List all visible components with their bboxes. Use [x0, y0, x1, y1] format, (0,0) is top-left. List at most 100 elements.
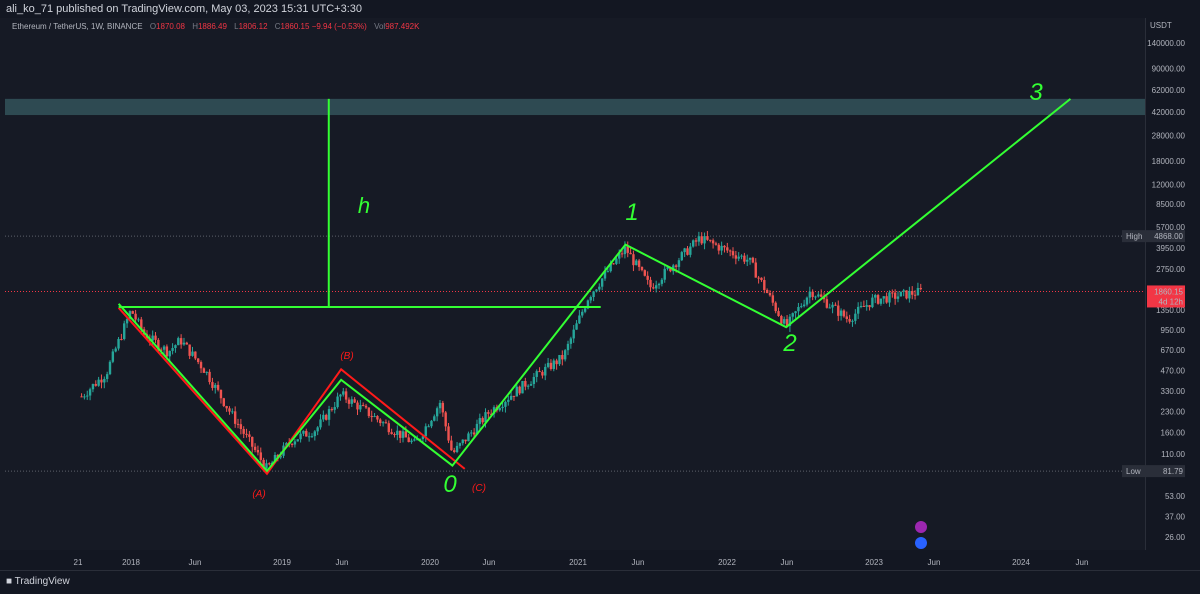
candle-body [666, 267, 669, 269]
candle-body [691, 240, 695, 247]
candle-body [629, 252, 632, 255]
candle-body [475, 423, 479, 435]
candle-body [760, 277, 763, 281]
price-tick: 330.00 [1161, 387, 1186, 396]
candle-body [709, 239, 712, 241]
candle-body [797, 306, 800, 312]
candle-body [316, 427, 319, 432]
candle-body [430, 420, 433, 427]
candle-body [88, 389, 92, 396]
tradingview-logo[interactable]: ■ TradingView [6, 576, 70, 587]
price-scale[interactable] [1145, 18, 1200, 550]
candle-body [569, 338, 573, 344]
candle-body [546, 362, 550, 367]
candle-body [131, 311, 134, 314]
candle-body [330, 409, 334, 411]
candle-body [191, 351, 194, 356]
price-tick: 42000.00 [1152, 108, 1186, 117]
candle-body [196, 358, 200, 363]
price-tick: 160.00 [1161, 429, 1186, 438]
symbol-legend: Ethereum / TetherUS, 1W, BINANCE O1870.0… [12, 22, 419, 31]
candle-body [788, 316, 792, 327]
candle-body [649, 279, 652, 288]
candle-body [455, 445, 459, 453]
price-tick: 670.00 [1161, 346, 1186, 355]
candle-body [620, 253, 624, 255]
candle-body [524, 381, 527, 387]
candle-body [305, 430, 308, 437]
candle-body [544, 366, 547, 376]
high-tag-bg [1122, 230, 1185, 243]
candle-body [615, 258, 618, 264]
change-value: −9.94 (−0.53%) [311, 22, 367, 31]
candle-body [313, 431, 317, 437]
red-abc-correction [117, 307, 466, 476]
candle-body [603, 271, 607, 279]
candle-body [251, 436, 254, 447]
candle-body [521, 381, 524, 394]
candle-body [552, 360, 555, 369]
candle-body [763, 280, 766, 290]
candle-body [398, 430, 402, 438]
candle-body [103, 378, 106, 383]
candle-body [214, 384, 217, 388]
candle-body [817, 294, 820, 297]
candle-body [128, 311, 132, 319]
candle-body [660, 279, 664, 284]
candle-body [754, 262, 757, 278]
price-tick: 110.00 [1161, 450, 1185, 459]
candle-body [387, 423, 390, 433]
candle-body [390, 432, 393, 435]
candle-body [219, 389, 223, 399]
candle-body [902, 290, 905, 292]
candle-body [643, 270, 647, 276]
economic-event-icon [915, 537, 927, 549]
candle-body [492, 407, 496, 414]
candle-body [293, 441, 297, 445]
candle-body [299, 433, 302, 440]
candle-body [589, 297, 592, 301]
candle-body [512, 395, 516, 397]
candle-body [216, 384, 220, 390]
candle-body [501, 406, 504, 409]
volume-label: Vol [374, 22, 386, 31]
candle-body [105, 374, 109, 379]
candle-body [865, 305, 868, 307]
candle-body [609, 263, 612, 272]
candle-body [819, 294, 823, 297]
candle-body [262, 459, 265, 469]
candle-body [199, 362, 203, 369]
candle-body [134, 313, 137, 320]
candle-body [359, 404, 362, 410]
current-price-tag: 1860.15 [1154, 287, 1183, 296]
candle-body [654, 285, 658, 289]
candle-body [637, 260, 641, 267]
candle-body [467, 433, 470, 442]
candle-body [364, 405, 368, 408]
candle-body [805, 297, 809, 305]
candle-body [780, 315, 783, 324]
candle-body [911, 290, 914, 295]
symbol-name[interactable]: Ethereum / TetherUS, 1W, BINANCE [12, 22, 143, 31]
candle-body [211, 382, 214, 388]
candle-body [657, 283, 661, 286]
chart-svg: h 0 1 2 3 (A) (B) (C) USDT 140000.00 90000.00 6200… [5, 21, 1186, 567]
candle-body [435, 408, 439, 417]
candle-body [618, 253, 621, 259]
time-tick: 2020 [421, 558, 439, 567]
published-text: ali_ko_71 published on TradingView.com, … [6, 3, 363, 15]
candle-body [185, 342, 189, 345]
candle-body [674, 265, 678, 267]
candle-body [401, 431, 405, 438]
price-tick: 53.00 [1165, 492, 1186, 501]
candle-body [413, 439, 416, 441]
candle-body [205, 371, 208, 373]
candle-body [302, 430, 305, 434]
candle-body [683, 248, 686, 253]
candle-body [845, 316, 848, 319]
candle-body [837, 305, 840, 316]
high-value: 1886.49 [197, 22, 227, 31]
candle-body [361, 404, 365, 406]
candle-body [179, 338, 183, 345]
price-tick: 18000.00 [1152, 157, 1186, 166]
